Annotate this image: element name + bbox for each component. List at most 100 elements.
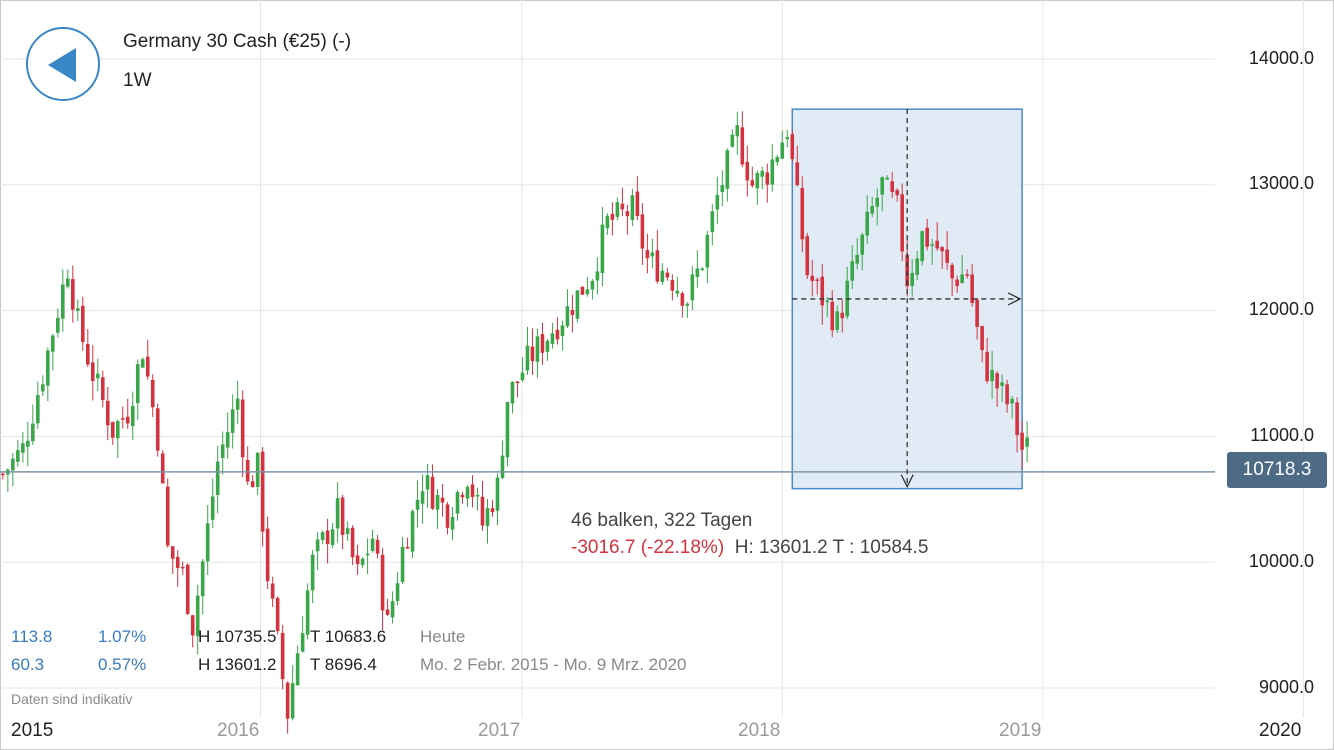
candle-body: [990, 369, 994, 382]
candle-body: [770, 159, 775, 185]
candle-body: [810, 275, 815, 281]
candle-body: [765, 172, 770, 185]
candle-body: [585, 289, 590, 295]
candle-body: [930, 244, 934, 246]
candle-body: [405, 546, 410, 549]
candle-body: [370, 538, 375, 551]
candle-body: [455, 492, 460, 514]
candle-body: [970, 274, 974, 303]
candle-body: [945, 249, 949, 263]
candle-body: [530, 346, 535, 362]
candle-body: [655, 250, 660, 282]
candle-body: [680, 293, 685, 306]
candle-body: [580, 286, 585, 295]
measurement-summary: -3016.7 (-22.18%) H: 13601.2 T : 10584.5: [571, 537, 928, 559]
candle-body: [865, 211, 870, 236]
candle-body: [450, 516, 455, 530]
candle-body: [985, 351, 989, 382]
stat-high: H 10735.5: [198, 627, 277, 646]
candle-body: [11, 458, 15, 471]
instrument-title: Germany 30 Cash (€25) (-): [123, 31, 352, 52]
stat-percent: 0.57%: [98, 655, 147, 674]
candle-body: [1010, 398, 1014, 404]
candle-body: [31, 423, 35, 442]
candle-body: [805, 236, 810, 276]
candle-body: [565, 306, 570, 327]
candle-body: [910, 272, 914, 287]
candle-body: [790, 134, 795, 160]
candle-body: [465, 486, 470, 499]
candle-body: [925, 227, 929, 247]
candle-body: [335, 498, 340, 529]
candle-body: [41, 384, 45, 392]
candle-body: [220, 444, 225, 458]
interval-selector[interactable]: 1W: [123, 70, 152, 91]
candle-body: [690, 274, 695, 301]
y-tick-label: 10000.0: [1248, 551, 1314, 571]
arrow-down-icon: [900, 474, 914, 489]
x-tick-label: 2019: [999, 720, 1042, 741]
candle-body: [525, 345, 530, 371]
candle-body: [145, 356, 150, 377]
candle-body: [860, 234, 865, 255]
candle-body: [915, 258, 919, 275]
candle-body: [485, 508, 490, 527]
candle-body: [275, 598, 280, 632]
candle-body: [535, 336, 540, 362]
candle-body: [480, 496, 485, 526]
candle-body: [280, 632, 285, 680]
candle-body: [890, 181, 894, 193]
candle-body: [840, 312, 845, 319]
candle-body: [735, 125, 740, 137]
candle-body: [430, 476, 435, 509]
candle-body: [855, 254, 860, 264]
candle-body: [435, 495, 440, 510]
back-arrow-icon: [48, 48, 76, 82]
candle-body: [140, 359, 145, 368]
candle-body: [830, 301, 835, 331]
candle-body: [160, 453, 165, 484]
candle-body: [500, 455, 505, 478]
candle-body: [115, 421, 120, 439]
candle-body: [75, 308, 80, 311]
candle-body: [95, 373, 100, 379]
candle-body: [85, 343, 90, 365]
candle-body: [170, 546, 175, 559]
measurement-high-low: H: 13601.2 T : 10584.5: [734, 537, 929, 558]
candle-body: [900, 194, 904, 252]
candle-body: [205, 523, 210, 562]
candle-body: [16, 450, 20, 462]
x-tick-label: 2016: [217, 720, 260, 741]
candle-body: [825, 300, 830, 303]
candle-body: [315, 539, 320, 552]
stat-period: Mo. 2 Febr. 2015 - Mo. 9 Mrz. 2020: [420, 655, 687, 674]
stat-low: T 8696.4: [310, 655, 377, 674]
candle-body: [415, 499, 420, 510]
candle-body: [820, 276, 825, 306]
candle-body: [595, 271, 600, 281]
candle-body: [660, 270, 665, 282]
candle-body: [470, 484, 475, 498]
candle-body: [490, 508, 495, 513]
candle-body: [345, 528, 350, 535]
candle-body: [410, 511, 415, 552]
candle-body: [495, 477, 500, 511]
candle-body: [340, 497, 345, 535]
candle-body: [1025, 437, 1029, 447]
candle-body: [51, 335, 55, 352]
candle-body: [360, 558, 365, 565]
candle-body: [995, 373, 999, 389]
candle-body: [505, 402, 510, 458]
candle-body: [725, 150, 730, 189]
y-tick-label: 13000.0: [1248, 173, 1314, 193]
candle-body: [955, 279, 959, 287]
candle-body: [250, 481, 255, 488]
candle-body: [295, 653, 300, 686]
candle-body: [105, 400, 110, 426]
candle-body: [125, 416, 130, 424]
candle-body: [905, 254, 909, 287]
candle-body: [155, 408, 160, 451]
candle-body: [1000, 382, 1004, 386]
back-button[interactable]: [26, 27, 100, 101]
